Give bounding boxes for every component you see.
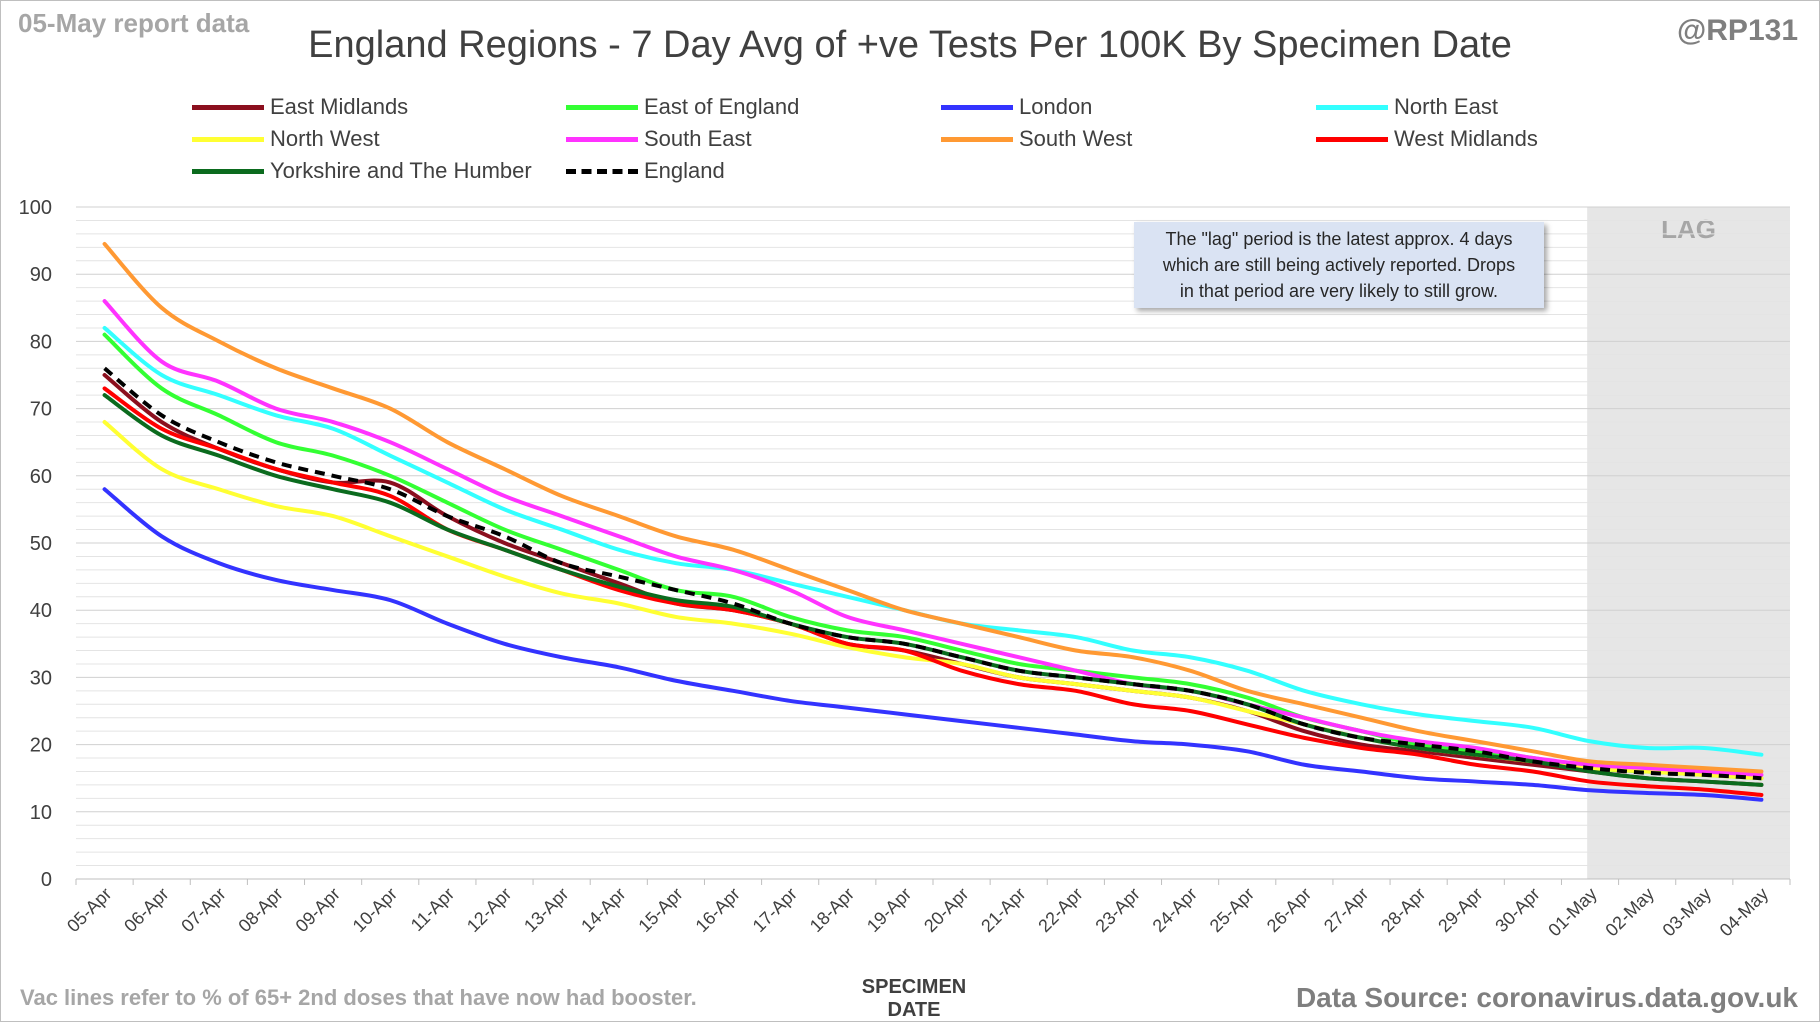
y-tick-label: 40	[30, 600, 52, 622]
footer-note: Vac lines refer to % of 65+ 2nd doses th…	[20, 985, 697, 1010]
chart-legend: East Midlands East of England London North …	[192, 92, 1752, 192]
x-tick-label: 04-May	[1716, 884, 1773, 941]
y-tick-label: 30	[30, 667, 52, 689]
x-tick-label: 29-Apr	[1434, 884, 1486, 936]
x-tick-label: 20-Apr	[920, 884, 972, 936]
x-tick-label: 16-Apr	[692, 884, 744, 936]
annotation-line-1: The "lag" period is the latest approx. 4…	[1165, 229, 1513, 249]
x-tick-label: 07-Apr	[177, 884, 229, 936]
x-tick-label: 12-Apr	[463, 884, 515, 936]
x-tick-label: 17-Apr	[749, 884, 801, 936]
x-tick-label: 10-Apr	[349, 884, 401, 936]
legend-label: Yorkshire and The Humber	[270, 158, 532, 183]
report-date-label: 05-May report data	[18, 8, 250, 38]
legend-swatch	[941, 104, 1013, 110]
series-line-south-east	[102, 299, 1764, 777]
legend-label: South West	[1019, 126, 1133, 151]
x-tick-label: 03-May	[1659, 884, 1716, 941]
y-tick-label: 60	[30, 466, 52, 488]
x-tick-label: 13-Apr	[520, 884, 572, 936]
legend-label: West Midlands	[1394, 126, 1538, 151]
legend-label: London	[1019, 94, 1093, 119]
x-tick-label: 06-Apr	[120, 884, 172, 936]
x-tick-label: 28-Apr	[1377, 884, 1429, 936]
legend-label: East Midlands	[270, 94, 409, 119]
legend-item: East of England	[566, 92, 799, 122]
y-tick-label: 80	[30, 331, 52, 353]
series-line-yorkshire-and-the-humber	[102, 393, 1764, 787]
legend-swatch	[566, 168, 638, 174]
x-tick-label: 14-Apr	[577, 884, 629, 936]
legend-item: England	[566, 156, 725, 186]
annotation-line-2: which are still being actively reported.…	[1162, 255, 1516, 275]
annotation-line-3: in that period are very likely to still …	[1179, 281, 1499, 301]
legend-item: Yorkshire and The Humber	[192, 156, 532, 186]
legend-swatch	[1316, 104, 1388, 110]
series-line-east-of-england	[102, 332, 1764, 781]
legend-swatch	[566, 136, 638, 142]
x-tick-label: 25-Apr	[1206, 884, 1258, 936]
legend-swatch	[566, 104, 638, 110]
author-handle: @RP131	[1677, 14, 1798, 47]
x-tick-label: 22-Apr	[1034, 884, 1086, 936]
x-tick-label: 18-Apr	[806, 884, 858, 936]
y-tick-label: 0	[41, 869, 52, 891]
legend-label: North West	[270, 126, 380, 151]
x-tick-label: 11-Apr	[407, 884, 458, 935]
legend-item: London	[941, 92, 1092, 122]
legend-item: North East	[1316, 92, 1498, 122]
legend-swatch	[192, 104, 264, 110]
legend-label: East of England	[644, 94, 800, 119]
legend-swatch	[192, 168, 264, 174]
y-tick-label: 90	[30, 264, 52, 286]
x-tick-label: 21-Apr	[977, 884, 1029, 936]
legend-swatch	[1316, 136, 1388, 142]
y-tick-label: 10	[30, 802, 52, 824]
lag-annotation-box: The "lag" period is the latest approx. 4…	[1134, 222, 1544, 308]
x-tick-label: 27-Apr	[1320, 884, 1372, 936]
x-tick-label: 19-Apr	[863, 884, 915, 936]
lag-label: LAG	[1661, 214, 1716, 244]
chart-title: England Regions - 7 Day Avg of +ve Tests…	[308, 24, 1512, 66]
x-tick-label: 01-May	[1544, 884, 1601, 941]
legend-label: North East	[1394, 94, 1498, 119]
x-tick-label: 09-Apr	[292, 884, 344, 936]
series-line-east-midlands	[102, 373, 1764, 787]
x-tick-label: 05-Apr	[63, 884, 115, 936]
y-tick-label: 50	[30, 533, 52, 555]
x-tick-label: 15-Apr	[634, 884, 686, 936]
legend-item: East Midlands	[192, 92, 408, 122]
x-tick-label: 26-Apr	[1263, 884, 1315, 936]
series-line-west-midlands	[102, 386, 1764, 797]
x-tick-label: 30-Apr	[1491, 884, 1543, 936]
x-tick-label: 02-May	[1601, 884, 1658, 941]
x-axis-title: SPECIMEN DATE	[861, 976, 967, 1021]
legend-swatch	[941, 136, 1013, 142]
y-tick-label: 20	[30, 735, 52, 757]
series-line-london	[102, 487, 1764, 802]
legend-label: England	[644, 158, 725, 183]
series-line-south-west	[102, 241, 1764, 774]
x-tick-label: 23-Apr	[1091, 884, 1143, 936]
legend-swatch	[192, 136, 264, 142]
y-tick-label: 100	[19, 197, 52, 219]
data-source: Data Source: coronavirus.data.gov.uk	[1295, 982, 1798, 1013]
legend-label: South East	[644, 126, 752, 151]
legend-item: North West	[192, 124, 380, 154]
x-tick-label: 24-Apr	[1149, 884, 1201, 936]
legend-item: South West	[941, 124, 1132, 154]
legend-item: South East	[566, 124, 752, 154]
x-tick-label: 08-Apr	[234, 884, 286, 936]
y-tick-label: 70	[30, 399, 52, 421]
legend-item: West Midlands	[1316, 124, 1538, 154]
